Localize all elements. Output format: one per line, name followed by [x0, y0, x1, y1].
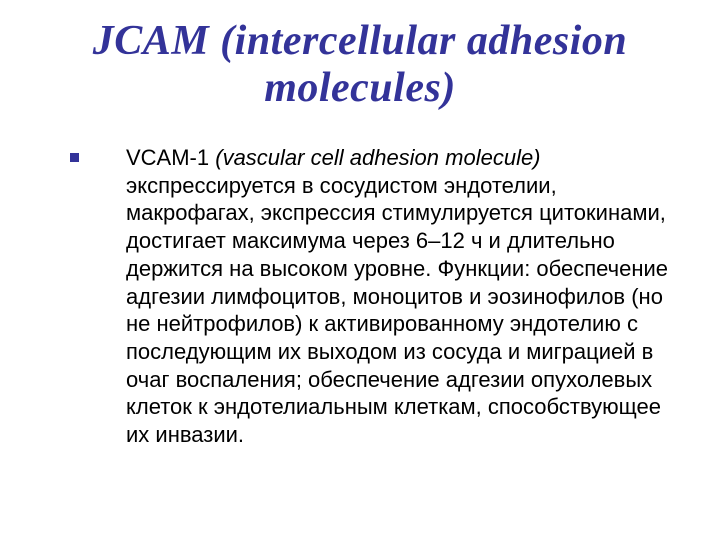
- lead-term: VCAM-1: [126, 145, 215, 170]
- content-area: VCAM-1 (vascular cell adhesion molecule)…: [70, 144, 672, 449]
- slide-title: JCAM (intercellular adhesion molecules): [80, 18, 640, 112]
- lead-italic: (vascular cell adhesion molecule): [215, 145, 540, 170]
- body-rest: экспрессируется в сосудистом эндотелии, …: [126, 173, 668, 447]
- body-paragraph: VCAM-1 (vascular cell adhesion molecule)…: [126, 144, 672, 449]
- bullet-square-icon: [70, 153, 79, 162]
